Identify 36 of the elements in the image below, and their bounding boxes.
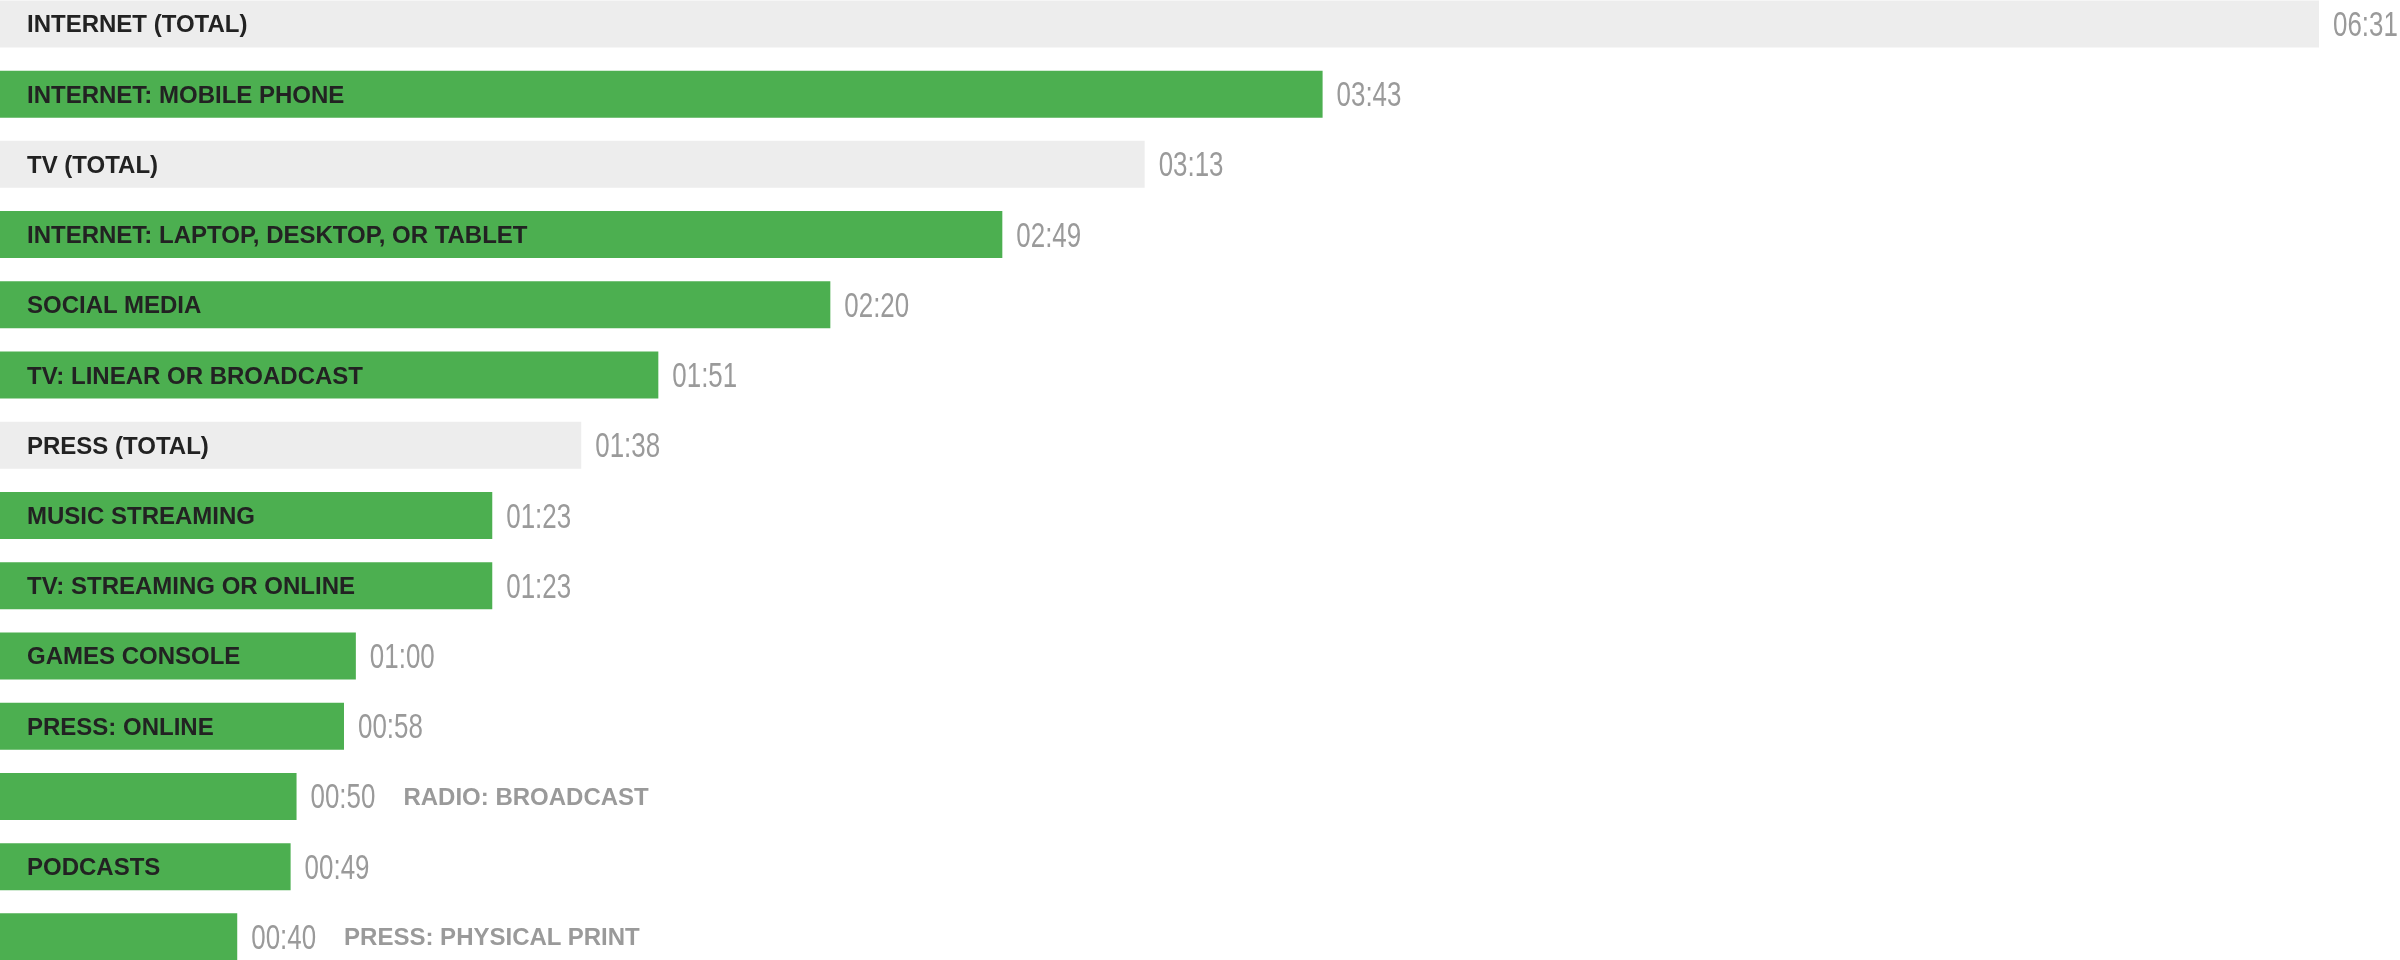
data-label: 01:38 — [595, 425, 661, 466]
y-tick-label: TV: STREAMING OR ONLINE — [27, 572, 356, 600]
data-label: 01:23 — [506, 565, 572, 606]
data-label: 00:50 — [310, 776, 376, 817]
data-label: 06:31 — [2333, 3, 2398, 44]
data-label: 03:13 — [1158, 144, 1224, 185]
bar — [0, 70, 1323, 118]
y-tick-label: PRESS (TOTAL) — [27, 431, 209, 459]
data-label: 02:20 — [844, 284, 910, 325]
data-label: 02:49 — [1016, 214, 1082, 255]
data-label: 00:40 — [251, 916, 317, 957]
y-tick-label: TV: LINEAR OR BROADCAST — [27, 361, 364, 389]
data-label: 01:51 — [672, 354, 738, 396]
y-tick-label: RADIO: BROADCAST — [403, 782, 650, 810]
y-tick-label: PRESS: PHYSICAL PRINT — [344, 923, 641, 951]
y-tick-label: INTERNET: MOBILE PHONE — [27, 80, 345, 108]
y-tick-label: SOCIAL MEDIA — [27, 291, 202, 319]
bar — [0, 772, 297, 820]
bar — [0, 913, 238, 960]
bar — [0, 281, 831, 329]
data-label: 01:00 — [369, 635, 435, 677]
y-tick-label: INTERNET: LAPTOP, DESKTOP, OR TABLET — [27, 221, 528, 249]
y-tick-label: PODCASTS — [27, 853, 161, 881]
y-tick-label: INTERNET (TOTAL) — [27, 10, 248, 38]
bar — [0, 492, 493, 539]
bar — [0, 211, 1003, 259]
data-label: 00:49 — [304, 846, 370, 887]
data-label: 03:43 — [1336, 74, 1402, 115]
y-tick-label: TV (TOTAL) — [27, 150, 159, 178]
y-tick-label: PRESS: ONLINE — [27, 712, 214, 740]
data-label: 00:58 — [357, 706, 423, 747]
y-tick-label: MUSIC STREAMING — [27, 502, 255, 529]
y-tick-label: GAMES CONSOLE — [27, 642, 241, 670]
data-label: 01:23 — [506, 495, 572, 536]
bar — [0, 843, 291, 891]
bar — [0, 351, 659, 399]
